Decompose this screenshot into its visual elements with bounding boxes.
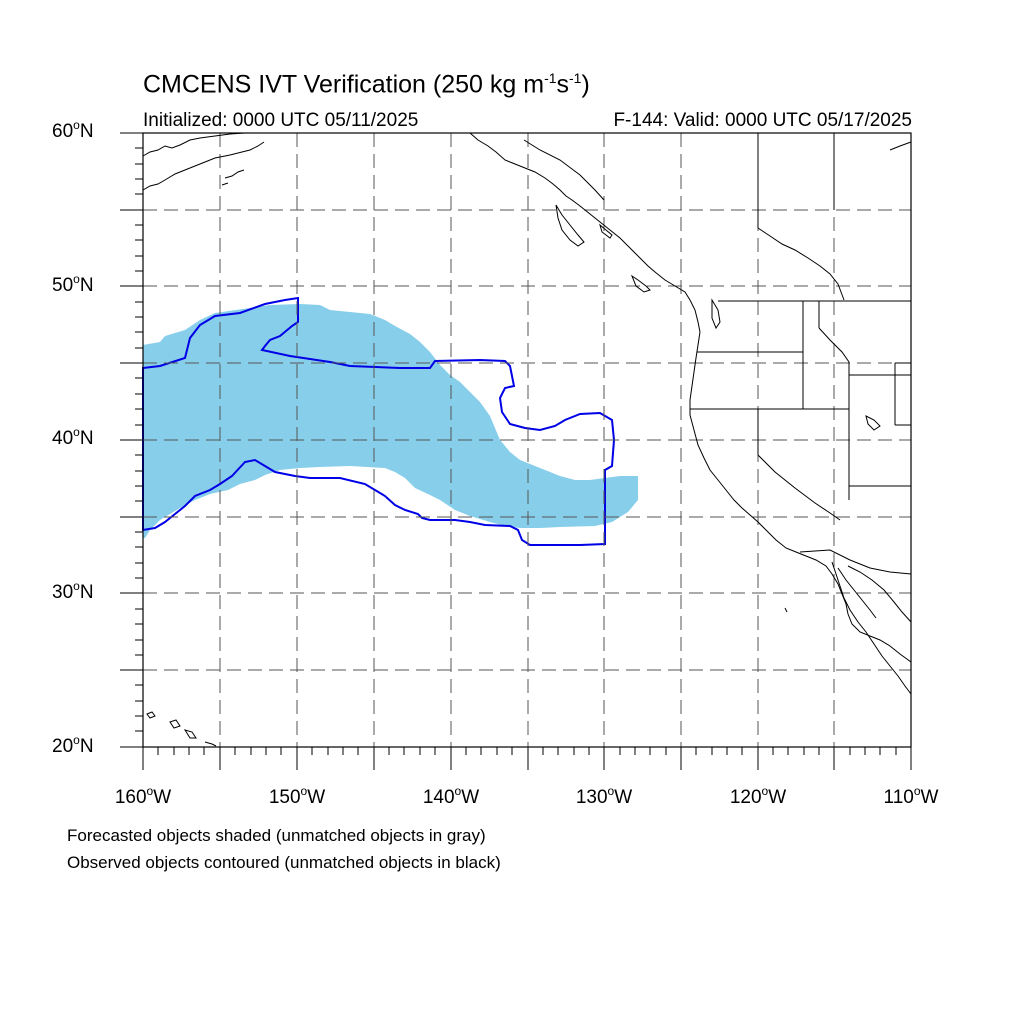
- lat-label-20n: 20oN: [52, 733, 94, 757]
- lat-label-40n: 40oN: [52, 425, 94, 449]
- map-frame: [142, 132, 912, 748]
- lon-label-140w: 140oW: [422, 784, 480, 808]
- lon-label-130w: 130oW: [575, 784, 633, 808]
- forecast-object: [143, 304, 638, 538]
- title-superscript-2: -1: [569, 70, 582, 86]
- footer-observed-note: Observed objects contoured (unmatched ob…: [67, 853, 501, 872]
- lon-label-120w: 120oW: [729, 784, 787, 808]
- lon-label-110w: 110oW: [883, 784, 939, 808]
- valid-time: F-144: Valid: 0000 UTC 05/17/2025: [613, 110, 912, 131]
- title-mid: s: [556, 70, 570, 99]
- footer-forecast-note: Forecasted objects shaded (unmatched obj…: [67, 826, 486, 845]
- lat-label-50n: 50oN: [52, 272, 94, 296]
- init-time: Initialized: 0000 UTC 05/11/2025: [143, 110, 419, 131]
- lat-label-30n: 30oN: [52, 579, 94, 603]
- title-close: ): [581, 70, 590, 99]
- coastline: [142, 132, 912, 747]
- lat-label-60n: 60oN: [52, 118, 94, 142]
- title-superscript-1: -1: [544, 70, 557, 86]
- observed-object-contour: [142, 296, 616, 546]
- lon-label-160w: 160oW: [114, 784, 172, 808]
- graticule: [143, 133, 911, 747]
- title-text: CMCENS IVT Verification (250 kg m: [143, 70, 545, 99]
- chart-title: CMCENS IVT Verification (250 kg m-1s-1): [143, 70, 590, 99]
- axis-ticks: [120, 132, 912, 770]
- lon-label-150w: 150oW: [268, 784, 326, 808]
